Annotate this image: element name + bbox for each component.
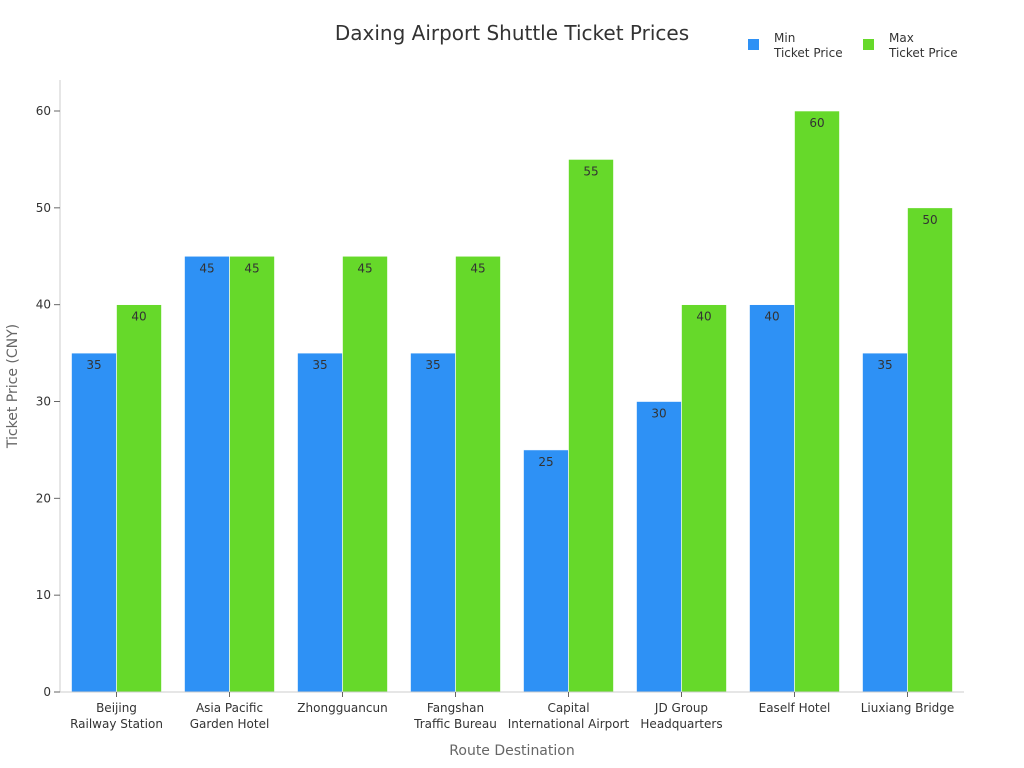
x-tick-label: Liuxiang Bridge [861, 701, 955, 715]
y-tick-label: 50 [36, 201, 51, 215]
data-label: 60 [809, 116, 824, 130]
legend-label[interactable]: Max Ticket Price [888, 31, 958, 60]
x-tick-label: JD Group Headquarters [640, 701, 722, 731]
data-labels-group: 35 40 45 45 35 45 35 45 25 55 30 40 40 60 35 50 [86, 116, 937, 469]
bar-min[interactable] [749, 304, 795, 693]
bar-min[interactable] [71, 352, 117, 693]
data-label: 35 [425, 358, 440, 372]
bar-max[interactable] [229, 255, 275, 693]
bar-max[interactable] [794, 110, 840, 693]
legend-swatch [748, 39, 759, 50]
data-label: 45 [470, 261, 485, 275]
y-tick-label: 30 [36, 395, 51, 409]
data-label: 50 [922, 213, 937, 227]
y-tick-label: 0 [43, 685, 51, 699]
bar-min[interactable] [297, 352, 343, 693]
bar-max[interactable] [907, 207, 953, 693]
data-label: 35 [312, 358, 327, 372]
bars-group [71, 110, 953, 693]
x-tick-label: Zhongguancun [297, 701, 387, 715]
data-label: 35 [86, 358, 101, 372]
bar-min[interactable] [184, 255, 230, 693]
bar-min[interactable] [410, 352, 456, 693]
x-tick-label: Fangshan Traffic Bureau [413, 701, 497, 731]
data-label: 45 [244, 261, 259, 275]
bar-max[interactable] [568, 159, 614, 693]
bar-max[interactable] [116, 304, 162, 693]
legend: Min Ticket Price Max Ticket Price [748, 31, 958, 60]
x-tick-label: Eaself Hotel [759, 701, 831, 715]
x-axis: Beijing Railway Station Asia Pacific Garden… [60, 691, 964, 731]
data-label: 45 [357, 261, 372, 275]
bar-max[interactable] [342, 255, 388, 693]
bar-min[interactable] [862, 352, 908, 693]
chart-title: Daxing Airport Shuttle Ticket Prices [335, 21, 689, 45]
data-label: 40 [696, 310, 711, 324]
y-tick-label: 60 [36, 104, 51, 118]
data-label: 40 [764, 310, 779, 324]
legend-label[interactable]: Min Ticket Price [773, 31, 843, 60]
y-tick-label: 20 [36, 491, 51, 505]
bar-max[interactable] [681, 304, 727, 693]
data-label: 40 [131, 310, 146, 324]
data-label: 30 [651, 407, 666, 421]
legend-swatch [863, 39, 874, 50]
bar-max[interactable] [455, 255, 501, 693]
bar-min[interactable] [523, 449, 569, 693]
y-axis: 0 10 20 30 40 50 60 [36, 80, 61, 699]
data-label: 25 [538, 455, 553, 469]
x-tick-label: Capital International Airport [508, 701, 630, 731]
data-label: 35 [877, 358, 892, 372]
y-tick-label: 40 [36, 298, 51, 312]
x-tick-label: Beijing Railway Station [70, 701, 163, 731]
data-label: 45 [199, 261, 214, 275]
y-tick-label: 10 [36, 588, 51, 602]
bar-min[interactable] [636, 401, 682, 693]
y-axis-title: Ticket Price (CNY) [5, 324, 21, 449]
data-label: 55 [583, 164, 598, 178]
x-tick-label: Asia Pacific Garden Hotel [190, 701, 270, 731]
x-axis-title: Route Destination [449, 743, 574, 759]
